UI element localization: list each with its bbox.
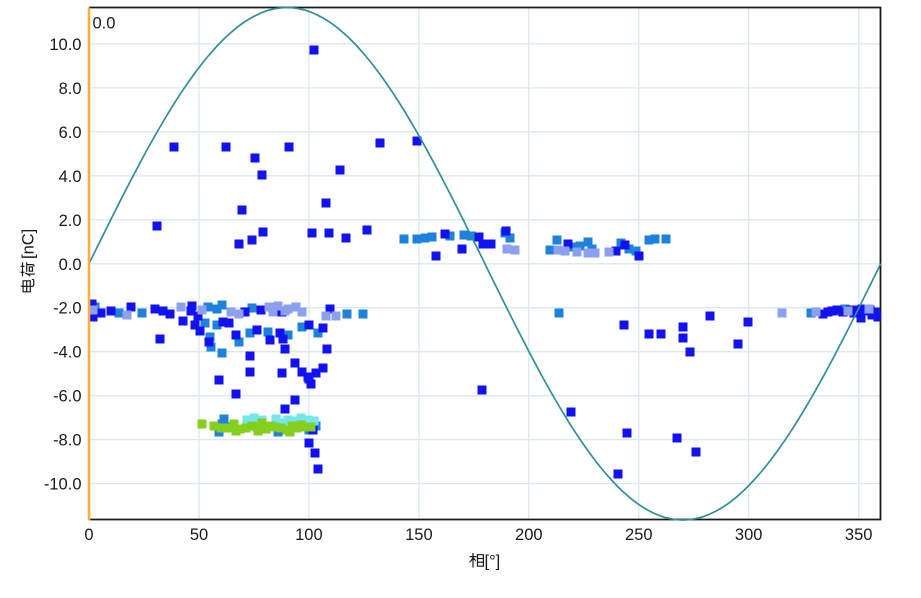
svg-text:350: 350: [845, 526, 873, 544]
svg-text:0: 0: [84, 526, 93, 544]
svg-text:300: 300: [735, 526, 763, 544]
svg-text:-8.0: -8.0: [53, 432, 81, 450]
svg-text:-10.0: -10.0: [44, 476, 82, 494]
svg-text:150: 150: [405, 526, 433, 544]
svg-text:4.0: 4.0: [59, 168, 82, 186]
svg-text:200: 200: [515, 526, 543, 544]
svg-text:[nC]: [nC]: [20, 229, 38, 259]
svg-text:-2.0: -2.0: [53, 300, 81, 318]
svg-text:8.0: 8.0: [59, 80, 82, 98]
svg-text:6.0: 6.0: [59, 124, 82, 142]
svg-text:100: 100: [295, 526, 323, 544]
svg-text:50: 50: [190, 526, 208, 544]
svg-text:-6.0: -6.0: [53, 388, 81, 406]
svg-text:-4.0: -4.0: [53, 344, 81, 362]
svg-text:0.0: 0.0: [59, 256, 82, 274]
svg-text:2.0: 2.0: [59, 212, 82, 230]
svg-text:10.0: 10.0: [49, 36, 81, 54]
svg-text:[°]: [°]: [485, 553, 501, 571]
svg-text:0.0: 0.0: [93, 15, 116, 33]
svg-text:250: 250: [625, 526, 653, 544]
